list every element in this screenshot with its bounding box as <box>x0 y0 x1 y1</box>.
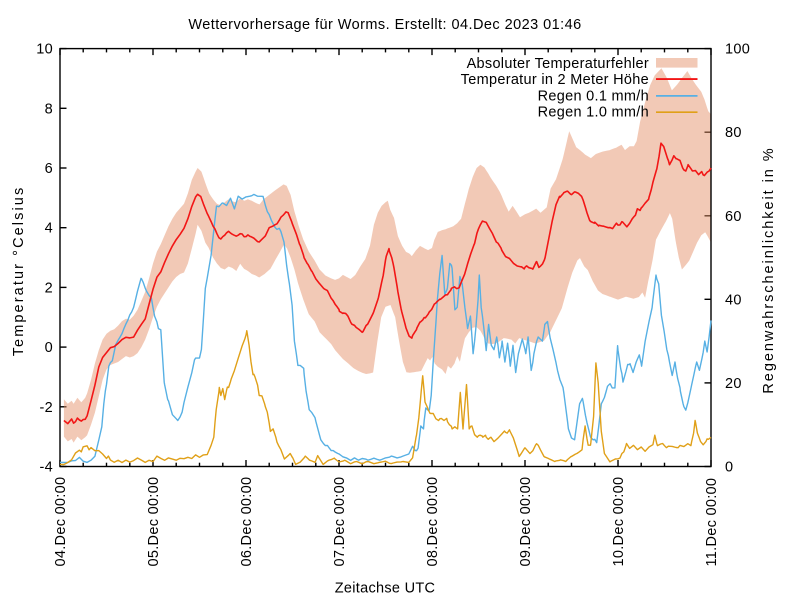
svg-text:6: 6 <box>45 161 53 177</box>
svg-text:80: 80 <box>725 125 742 141</box>
svg-text:04.Dec 00:00: 04.Dec 00:00 <box>53 477 69 567</box>
svg-text:4: 4 <box>45 221 53 237</box>
svg-text:05.Dec 00:00: 05.Dec 00:00 <box>146 477 162 567</box>
svg-text:-4: -4 <box>40 460 54 476</box>
svg-text:10: 10 <box>36 42 53 58</box>
svg-text:Temperatur in 2 Meter Höhe: Temperatur in 2 Meter Höhe <box>461 72 649 88</box>
svg-text:0: 0 <box>45 340 53 356</box>
svg-text:8: 8 <box>45 101 53 117</box>
svg-text:Regen 0.1 mm/h: Regen 0.1 mm/h <box>538 88 649 104</box>
svg-text:10.Dec 00:00: 10.Dec 00:00 <box>611 477 627 567</box>
svg-text:60: 60 <box>725 209 742 225</box>
svg-text:20: 20 <box>725 376 742 392</box>
svg-text:08.Dec 00:00: 08.Dec 00:00 <box>425 477 441 567</box>
svg-text:Regenwahrscheinlichkeit in %: Regenwahrscheinlichkeit in % <box>761 146 777 393</box>
svg-text:Regen 1.0 mm/h: Regen 1.0 mm/h <box>538 105 649 121</box>
svg-text:0: 0 <box>725 460 733 476</box>
svg-text:Wettervorhersage für Worms. Er: Wettervorhersage für Worms. Erstellt: 04… <box>188 17 581 33</box>
svg-text:Temperatur °Celsius: Temperatur °Celsius <box>11 186 27 357</box>
svg-text:2: 2 <box>45 280 53 296</box>
svg-text:100: 100 <box>725 42 750 58</box>
svg-text:07.Dec 00:00: 07.Dec 00:00 <box>332 477 348 567</box>
svg-text:11.Dec 00:00: 11.Dec 00:00 <box>704 478 720 567</box>
svg-text:06.Dec 00:00: 06.Dec 00:00 <box>239 477 255 567</box>
svg-text:Zeitachse UTC: Zeitachse UTC <box>335 581 436 597</box>
svg-text:Absoluter Temperaturfehler: Absoluter Temperaturfehler <box>467 56 649 72</box>
svg-text:40: 40 <box>725 292 742 308</box>
svg-text:09.Dec 00:00: 09.Dec 00:00 <box>518 477 534 567</box>
svg-text:-2: -2 <box>40 400 54 416</box>
